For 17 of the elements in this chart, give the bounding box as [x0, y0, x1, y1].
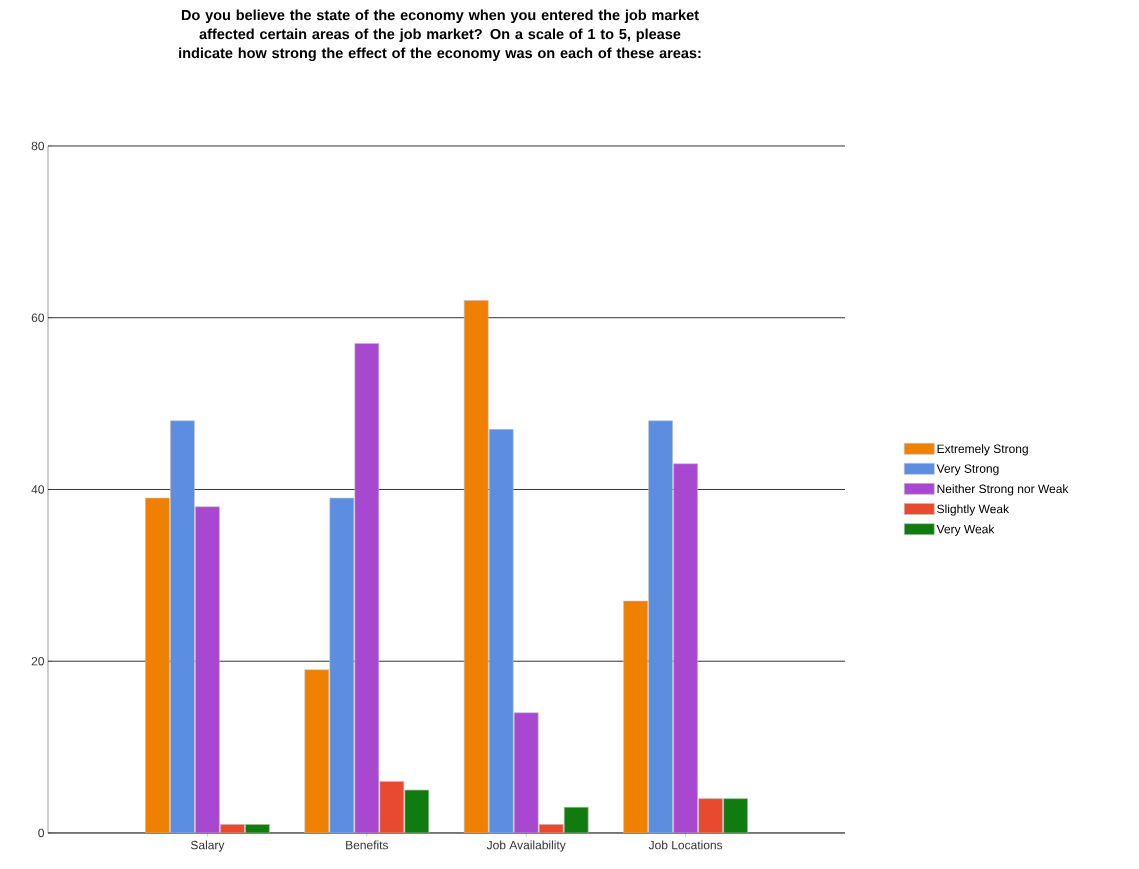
bar	[404, 789, 430, 833]
bar	[723, 798, 748, 833]
chart-title: Do you believe the state of the economy when you entered the job market affected certain areas of the job market? On a scale of 1 to 5, please indicate how strong the effect of the economy was on each of these areas:	[179, 9, 701, 62]
x-tick-label: Benefits	[346, 840, 389, 850]
y-tick-label: 60	[31, 313, 45, 322]
y-tick-label: 40	[31, 485, 45, 494]
legend-label: Extremely Strong	[937, 444, 1028, 456]
y-tick-label: 20	[31, 656, 45, 666]
legend-label: Very Weak	[936, 524, 995, 536]
legend-label: Slightly Weak	[937, 504, 1010, 516]
y-tick-label: 0	[38, 828, 45, 838]
x-tick-label: Job Locations	[648, 840, 723, 850]
legend-label: Neither Strong nor Weak	[937, 484, 1069, 496]
legend-label: Very Strong	[936, 464, 999, 476]
x-tick-label: Salary	[190, 840, 225, 852]
x-tick-label: Job Availability	[486, 840, 566, 852]
y-tick-label: 80	[31, 141, 45, 151]
